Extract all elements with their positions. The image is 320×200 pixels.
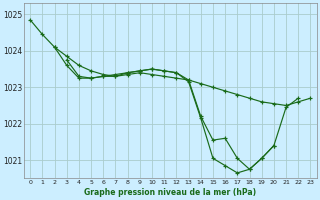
X-axis label: Graphe pression niveau de la mer (hPa): Graphe pression niveau de la mer (hPa) — [84, 188, 256, 197]
